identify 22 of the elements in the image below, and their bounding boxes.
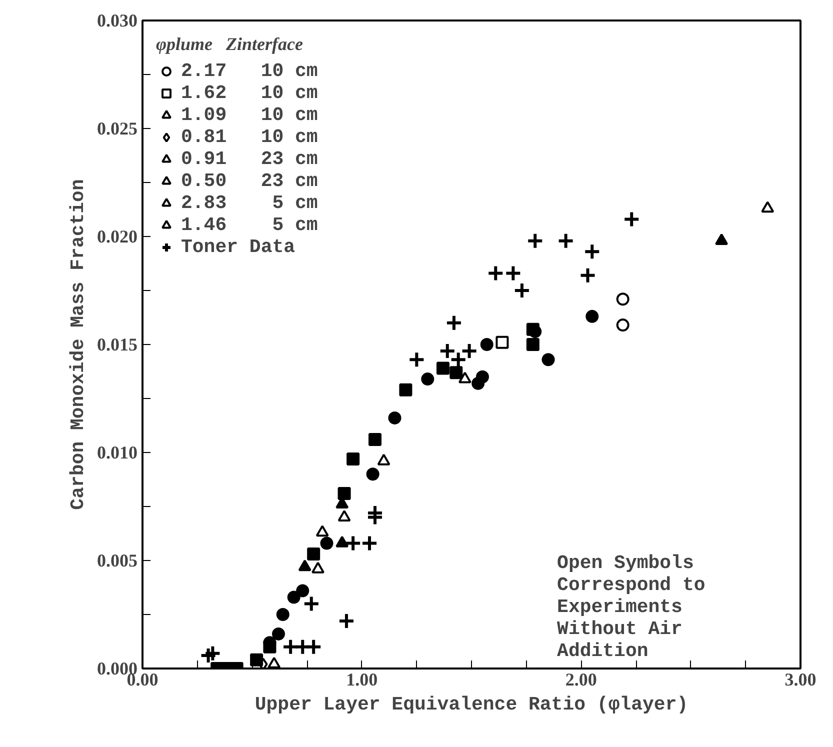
legend-label: 2.17 10 cm bbox=[181, 60, 318, 82]
legend-label: 0.81 10 cm bbox=[181, 126, 318, 148]
legend-label: 1.62 10 cm bbox=[181, 82, 318, 104]
y-axis-title: Carbon Monoxide Mass Fraction bbox=[67, 179, 89, 510]
legend-label: 2.83 5 cm bbox=[181, 192, 318, 214]
legend-label: 0.50 23 cm bbox=[181, 170, 318, 192]
legend-label: 1.46 5 cm bbox=[181, 214, 318, 236]
y-tick-label: 0.005 bbox=[97, 550, 138, 570]
y-tick-label: 0.010 bbox=[97, 442, 138, 462]
legend-label: Toner Data bbox=[181, 236, 296, 258]
y-tick-label: 0.020 bbox=[97, 226, 138, 246]
legend-title: φplume Zinterface bbox=[156, 34, 304, 55]
annotation: Open Symbols Correspond to Experiments Without Air Addition bbox=[557, 552, 706, 662]
x-tick-label: 3.00 bbox=[784, 670, 816, 690]
y-tick-label: 0.030 bbox=[97, 10, 138, 30]
legend-label: 0.91 23 cm bbox=[181, 148, 318, 170]
legend-label: 1.09 10 cm bbox=[181, 104, 318, 126]
x-tick-label: 2.00 bbox=[565, 670, 597, 690]
y-tick-label: 0.015 bbox=[97, 334, 138, 354]
y-tick-label: 0.025 bbox=[97, 118, 138, 138]
x-tick-label: 1.00 bbox=[346, 670, 378, 690]
x-axis-title: Upper Layer Equivalence Ratio (φlayer) bbox=[254, 694, 688, 716]
